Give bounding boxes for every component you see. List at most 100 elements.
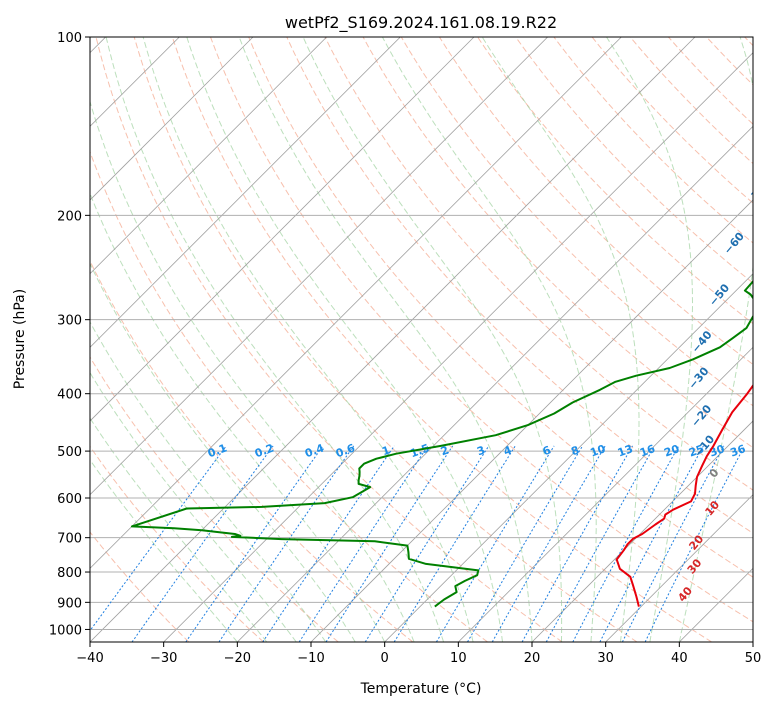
dry-adiabat-label: 30 (685, 556, 705, 576)
y-tick-label: 100 (57, 31, 82, 46)
mixing-ratio-label: 36 (728, 442, 747, 460)
dry-adiabat-label: 0 (707, 466, 722, 480)
moist-adiabat (302, 37, 563, 642)
mixing-ratio-label: 0.1 (206, 441, 229, 460)
mixing-ratio-label: 10 (588, 442, 607, 460)
x-tick-label: −10 (297, 651, 324, 666)
dry-adiabat (171, 37, 712, 642)
y-tick-label: 900 (57, 596, 82, 611)
mixing-ratio-line (298, 445, 429, 642)
isotherm (90, 37, 401, 348)
isotherm (458, 346, 753, 642)
dry-adiabat (90, 259, 414, 642)
dry-adiabat (591, 37, 753, 204)
isotherm (752, 641, 753, 642)
isotherm (384, 273, 753, 642)
x-tick-label: −40 (76, 651, 103, 666)
mixing-ratio-label: 3 (475, 443, 487, 458)
mixing-ratio-label: 2 (439, 443, 451, 458)
dry-adiabat-label: −80 (766, 122, 775, 149)
moist-adiabat (90, 417, 268, 642)
dewpoint-line (130, 279, 753, 608)
y-tick-label: 800 (57, 566, 82, 581)
mixing-ratio-line (435, 445, 555, 642)
isotherm (90, 37, 254, 201)
mixing-ratio-label: 6 (541, 443, 553, 458)
mixing-ratio-label: 16 (638, 442, 657, 460)
isotherm (531, 420, 753, 642)
x-tick-label: 40 (671, 651, 688, 666)
x-tick-label: −20 (224, 651, 251, 666)
mixing-ratio-line (185, 445, 324, 642)
moist-adiabat (678, 37, 753, 642)
dry-adiabat (438, 37, 753, 366)
y-tick-label: 500 (57, 445, 82, 460)
x-tick-label: 50 (745, 651, 762, 666)
x-tick-label: 10 (450, 651, 467, 666)
dry-adiabat-label: −70 (746, 172, 772, 199)
dry-adiabat (90, 445, 264, 642)
moist-adiabat (90, 99, 415, 642)
mixing-ratio-line (90, 445, 227, 632)
dry-adiabat-label: −30 (686, 364, 712, 391)
mixing-ratio-line (393, 445, 516, 642)
dry-adiabat-label: −20 (689, 402, 715, 429)
mixing-ratio-line (621, 445, 725, 642)
moist-adiabat (606, 37, 693, 642)
isotherm (90, 37, 548, 496)
plot-frame (89, 36, 754, 643)
mixing-ratio-line (644, 445, 746, 642)
x-axis-title: Temperature (°C) (360, 681, 482, 697)
moist-adiabat (142, 37, 474, 642)
moist-adiabat (90, 371, 297, 642)
dry-adiabat (324, 37, 753, 491)
x-tick-label: 0 (381, 651, 389, 666)
isotherm (90, 37, 696, 642)
mixing-ratio-label: 8 (569, 443, 581, 458)
dry-adiabat (286, 37, 753, 534)
isotherm (605, 494, 753, 642)
moist-adiabat (90, 192, 386, 642)
mixing-ratio-line (262, 445, 395, 642)
axes: −40 −30 −20 −10 0 10 20 30 40 5010020030040050060… (49, 31, 761, 666)
chart-title: wetPf2_S169.2024.161.08.19.R22 (285, 13, 557, 33)
dry-adiabat (90, 150, 488, 642)
y-tick-label: 400 (57, 388, 82, 403)
moist-adiabat (381, 37, 597, 642)
isotherm (90, 37, 622, 569)
x-tick-label: −30 (150, 651, 177, 666)
dry-adiabat (770, 24, 775, 642)
mixing-ratio-line (545, 445, 656, 642)
moist-adiabat (90, 262, 356, 642)
dry-adiabat (90, 531, 190, 642)
mixing-ratio-label: 0.6 (334, 441, 357, 460)
y-tick-label: 600 (57, 492, 82, 507)
dry-adiabat-label: −50 (706, 281, 732, 308)
dry-adiabat (667, 37, 753, 125)
temperature-line (615, 383, 753, 607)
moist-adiabat (238, 37, 533, 642)
moist-adiabat (186, 37, 503, 642)
dry-adiabat (362, 37, 753, 449)
mixing-ratio-label: 20 (662, 442, 681, 460)
mixing-ratio-label: 0.2 (253, 441, 276, 460)
mixing-ratio-label: 0.4 (303, 441, 326, 460)
mixing-ratio-line (325, 445, 454, 642)
mixing-ratio-line (364, 445, 490, 642)
background-lines (90, 24, 775, 642)
mixing-ratio-label: 1 (380, 443, 392, 458)
moist-adiabat (105, 37, 445, 642)
y-tick-label: 300 (57, 314, 82, 329)
dry-adiabat (95, 37, 563, 642)
moist-adiabat (481, 37, 640, 642)
profile-lines (130, 279, 753, 608)
isotherm (90, 37, 475, 422)
isotherm (310, 199, 753, 642)
isotherm (163, 52, 753, 642)
y-axis-title: Pressure (hPa) (12, 289, 28, 389)
mixing-ratio-line (218, 445, 355, 642)
x-tick-label: 20 (524, 651, 541, 666)
mixing-ratio-line (572, 445, 680, 642)
y-tick-label: 700 (57, 532, 82, 547)
